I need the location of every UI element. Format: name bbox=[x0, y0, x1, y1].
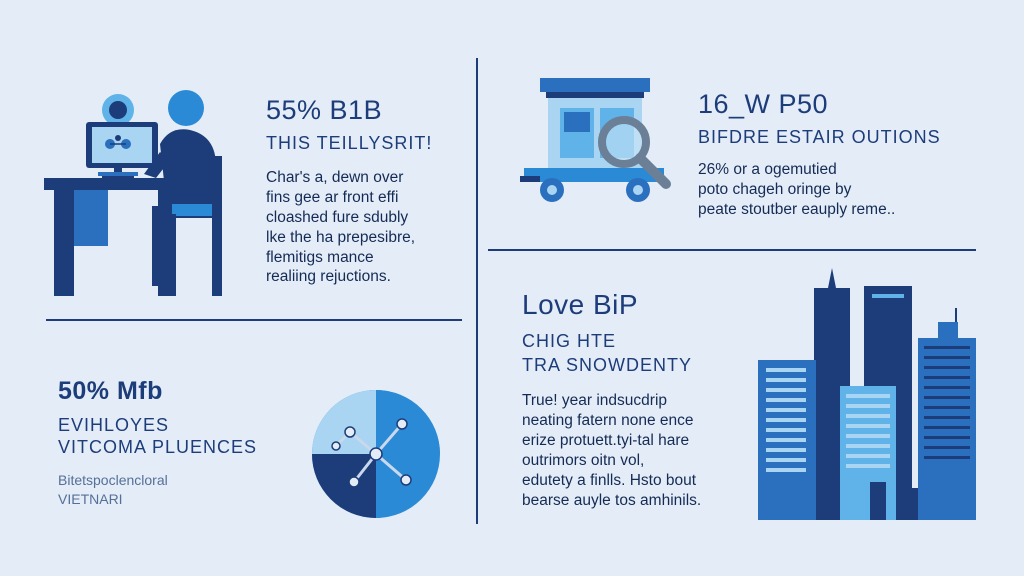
body-line: bearse auyle tos amhinils. bbox=[522, 491, 702, 509]
body-line: True! year indsucdrip bbox=[522, 392, 668, 410]
body-line: peate stoutber eauply reme.. bbox=[698, 200, 896, 218]
body-line: outrimors oitn vol, bbox=[522, 451, 645, 469]
headline: Love BiP bbox=[522, 289, 639, 320]
body-line: 26% or a ogemutied bbox=[698, 161, 837, 179]
subheadline: EVIHLOYES VITCOMA PLUENCES bbox=[58, 414, 298, 459]
subheadline-line: EVIHLOYES bbox=[58, 414, 170, 435]
subheadline: THIS TEILLYSRIT! bbox=[266, 132, 433, 153]
body-line: realiing rejuctions. bbox=[266, 268, 391, 286]
subheadline-line: TRA SNOWDENTY bbox=[522, 355, 693, 376]
body-text: True! year indsucdrip neating fatern non… bbox=[522, 391, 752, 510]
body-text: 26% or a ogemutied poto chageh oringe by… bbox=[698, 160, 988, 219]
body-line: erize protuett.tyi-tal hare bbox=[522, 432, 690, 450]
subheadline: CHIG HTE TRA SNOWDENTY bbox=[522, 329, 752, 378]
body-line: lke the ha prepesibre, bbox=[266, 228, 416, 246]
person-at-computer-icon bbox=[40, 86, 240, 298]
body-line: neating fatern none ence bbox=[522, 412, 694, 430]
subheadline: BIFDRE ESTAIR OUTIONS bbox=[698, 126, 941, 147]
horizontal-divider-right bbox=[488, 249, 976, 251]
horizontal-divider-left bbox=[46, 319, 462, 321]
top-left-text: 55% B1B THIS TEILLYSRIT! Char's a, dewn … bbox=[266, 95, 466, 287]
bottom-right-text: Love BiP CHIG HTE TRA SNOWDENTY True! ye… bbox=[522, 289, 752, 510]
body-line: fins gee ar front effi bbox=[266, 189, 399, 207]
body-line: cloashed fure sdubly bbox=[266, 208, 409, 226]
caption-line: Bitetspoclencloral bbox=[58, 471, 168, 488]
headline: 55% B1B bbox=[266, 95, 383, 125]
body-line: poto chageh oringe by bbox=[698, 181, 852, 199]
bottom-left-text: 50% Mfb EVIHLOYES VITCOMA PLUENCES Bitet… bbox=[58, 377, 298, 510]
subheadline-line: VITCOMA PLUENCES bbox=[58, 437, 258, 457]
caption-line: VIETNARI bbox=[58, 491, 123, 508]
truck-magnifier-icon bbox=[516, 72, 686, 212]
pie-chart-network-icon bbox=[306, 384, 446, 524]
vertical-divider bbox=[476, 58, 478, 524]
city-skyline-icon bbox=[756, 268, 978, 520]
body-line: flemitigs mance bbox=[266, 248, 374, 266]
body-line: Char's a, dewn over bbox=[266, 169, 404, 187]
headline: 16_W P50 bbox=[698, 89, 829, 119]
body-text: Char's a, dewn over fins gee ar front ef… bbox=[266, 168, 466, 287]
subheadline-line: CHIG HTE bbox=[522, 330, 617, 351]
headline: 50% Mfb bbox=[58, 377, 163, 405]
body-line: edutety a finlls. Hsto bout bbox=[522, 471, 697, 489]
top-right-text: 16_W P50 BIFDRE ESTAIR OUTIONS 26% or a … bbox=[698, 89, 988, 220]
caption: Bitetspoclencloral VIETNARI bbox=[58, 471, 298, 510]
